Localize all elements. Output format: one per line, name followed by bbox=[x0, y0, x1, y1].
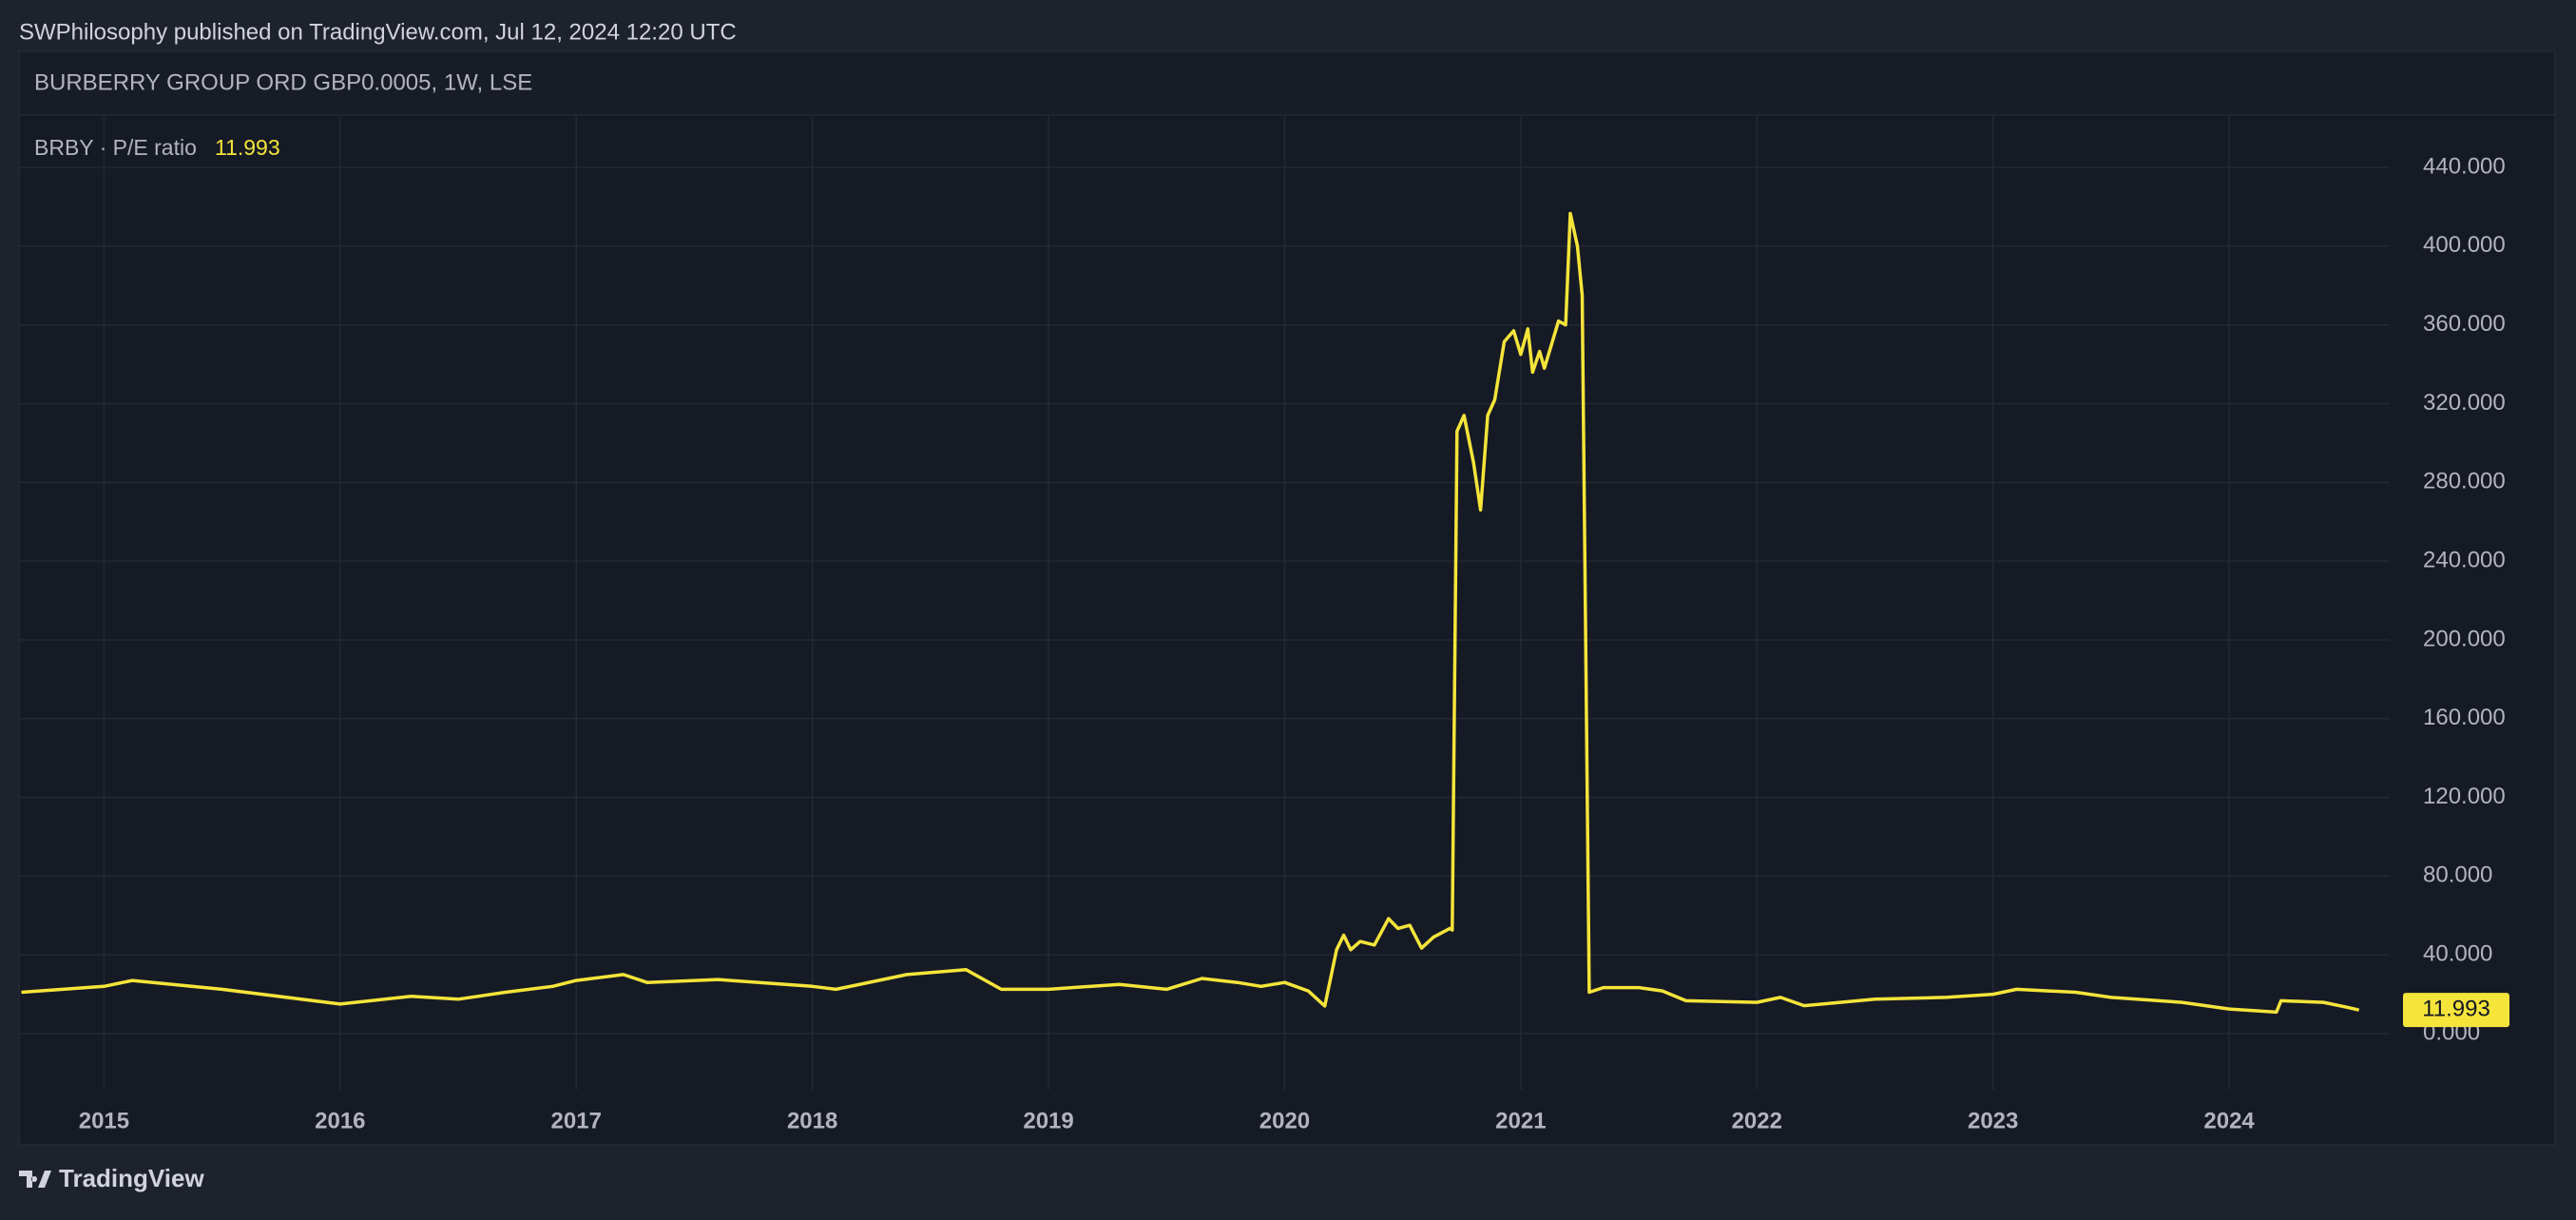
y-tick-label: 40.000 bbox=[2423, 941, 2492, 967]
y-tick-label: 240.000 bbox=[2423, 547, 2506, 572]
x-tick-label: 2024 bbox=[2203, 1108, 2255, 1133]
y-tick-label: 120.000 bbox=[2423, 784, 2506, 809]
legend-value: 11.993 bbox=[215, 135, 280, 160]
y-tick-label: 80.000 bbox=[2423, 862, 2492, 888]
y-tick-label: 160.000 bbox=[2423, 705, 2506, 730]
x-tick-label: 2017 bbox=[551, 1108, 602, 1133]
chart-pane bbox=[18, 114, 2556, 1146]
y-tick-label: 360.000 bbox=[2423, 311, 2506, 337]
x-tick-label: 2015 bbox=[79, 1108, 129, 1133]
last-value-label: 11.993 bbox=[2422, 997, 2490, 1022]
y-tick-label: 280.000 bbox=[2423, 469, 2506, 494]
x-tick-label: 2022 bbox=[1732, 1108, 1782, 1133]
x-tick-label: 2020 bbox=[1259, 1108, 1310, 1133]
y-tick-label: 320.000 bbox=[2423, 390, 2506, 416]
logo: TradingView bbox=[19, 1164, 204, 1192]
publish-info: SWPhilosophy published on TradingView.co… bbox=[19, 19, 737, 45]
last-value-tag bbox=[2403, 993, 2509, 1028]
x-tick-label: 2021 bbox=[1495, 1108, 1546, 1133]
x-tick-label: 2016 bbox=[315, 1108, 365, 1133]
x-tick-label: 2019 bbox=[1023, 1108, 1073, 1133]
plot: 0.00040.00080.000120.000160.000200.00024… bbox=[19, 115, 2509, 1133]
y-tick-label: 440.000 bbox=[2423, 153, 2506, 179]
footer-brand: TradingView bbox=[59, 1164, 204, 1192]
y-tick-label: 400.000 bbox=[2423, 232, 2506, 258]
price-line bbox=[21, 211, 2360, 1015]
x-tick-label: 2018 bbox=[787, 1108, 837, 1133]
symbol-bar bbox=[18, 50, 2556, 116]
logo-icon bbox=[19, 1171, 51, 1188]
y-tick-label: 200.000 bbox=[2423, 626, 2506, 651]
symbol-title: BURBERRY GROUP ORD GBP0.0005, 1W, LSE bbox=[34, 69, 532, 95]
legend-label: BRBY · P/E ratio bbox=[34, 135, 197, 160]
x-tick-label: 2023 bbox=[1968, 1108, 2018, 1133]
